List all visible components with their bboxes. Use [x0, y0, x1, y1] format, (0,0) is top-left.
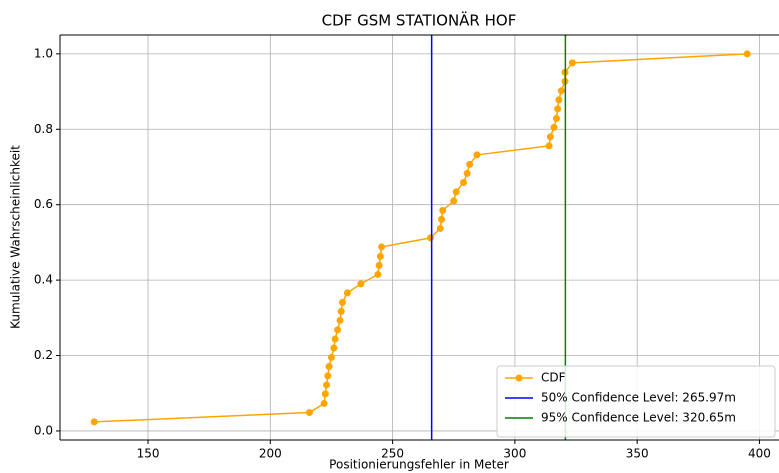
grid	[60, 35, 779, 440]
cdf-point	[325, 362, 333, 370]
cdf-point	[90, 418, 98, 426]
cdf-point	[450, 197, 458, 205]
x-tick-label: 300	[503, 447, 526, 461]
cdf-point	[555, 96, 563, 104]
x-tick-label: 200	[259, 447, 282, 461]
legend-label: 95% Confidence Level: 320.65m	[541, 411, 736, 425]
legend: CDF 50% Confidence Level: 265.97m 95% Conf…	[496, 365, 776, 438]
cdf-point	[330, 344, 338, 352]
cdf-point	[324, 372, 332, 380]
cdf-point	[323, 381, 331, 389]
y-tick-label: 1.0	[34, 46, 53, 60]
cdf-point	[343, 289, 351, 297]
x-axis-label: Positionierungsfehler in Meter	[329, 458, 509, 472]
cdf-point	[331, 335, 339, 343]
cdf-point	[452, 188, 460, 196]
x-tick-label: 150	[137, 447, 160, 461]
cdf-point	[466, 160, 474, 168]
cdf-point	[546, 133, 554, 141]
cdf-point	[336, 316, 344, 324]
y-tick-label: 0.4	[34, 273, 53, 287]
cdf-point	[545, 142, 553, 150]
cdf-point	[557, 87, 565, 95]
cdf-point	[374, 270, 382, 278]
cdf-point	[554, 105, 562, 113]
cdf-point	[357, 280, 365, 288]
cdf-point	[327, 353, 335, 361]
y-tick-label: 0.8	[34, 122, 53, 136]
cdf-point	[743, 50, 751, 58]
cdf-point	[334, 326, 342, 334]
cdf-point	[320, 399, 328, 407]
legend-label: 50% Confidence Level: 265.97m	[541, 391, 736, 405]
y-tick-label: 0.0	[34, 423, 53, 437]
cdf-point	[473, 151, 481, 159]
cdf-point	[438, 215, 446, 223]
chart-title: CDF GSM STATIONÄR HOF	[322, 11, 517, 30]
legend-label: CDF	[541, 371, 566, 385]
cdf-point	[427, 234, 435, 242]
cdf-point	[375, 261, 383, 269]
cdf-point	[337, 307, 345, 315]
cdf-point	[460, 178, 468, 186]
x-tick-label: 250	[381, 447, 404, 461]
cdf-point	[338, 298, 346, 306]
cdf-point	[436, 224, 444, 232]
legend-box	[496, 365, 776, 438]
cdf-point	[552, 114, 560, 122]
cdf-point	[568, 59, 576, 67]
cdf-point	[376, 252, 384, 260]
cdf-point	[463, 169, 471, 177]
legend-marker	[515, 374, 523, 382]
cdf-point	[439, 206, 447, 214]
x-tick-label: 350	[626, 447, 649, 461]
axes: 150 200 250 300 350 400 0.0 0.2 0.4 0.6 0.8 1.0	[34, 34, 779, 461]
cdf-point	[321, 390, 329, 398]
cdf-point	[305, 408, 313, 416]
y-tick-label: 0.6	[34, 197, 53, 211]
cdf-point	[378, 243, 386, 251]
y-axis-label: Kumulative Wahrscheinlichkeit	[9, 145, 23, 329]
x-tick-label: 400	[748, 447, 771, 461]
y-tick-label: 0.2	[34, 348, 53, 362]
cdf-point	[550, 123, 558, 131]
